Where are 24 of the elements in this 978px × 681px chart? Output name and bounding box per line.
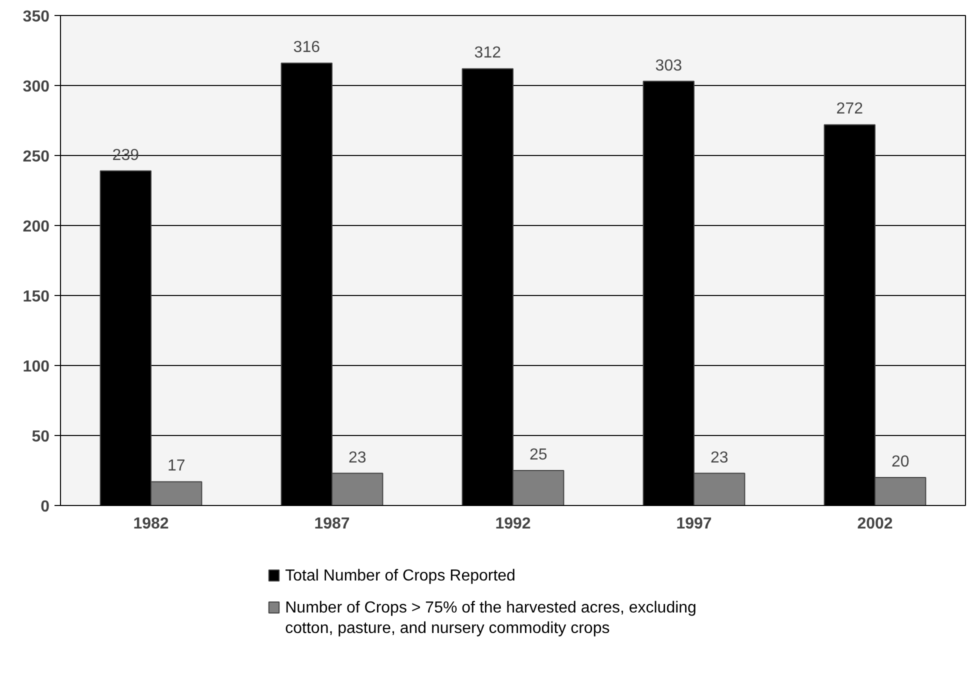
x-tick-label: 1987 [314, 516, 350, 532]
data-label: 312 [474, 44, 502, 62]
data-label: 272 [836, 100, 864, 118]
x-tick-label: 1982 [133, 516, 169, 532]
legend-label: Number of Crops > 75% of the harvested acres, excluding cotton, pasture, and nursery commodity crops [285, 600, 696, 637]
data-label: 20 [891, 454, 910, 470]
y-tick-label: 300 [22, 78, 50, 96]
y-tick-label: 200 [22, 218, 50, 236]
y-tick-label: 350 [22, 8, 50, 26]
y-tick-label: 50 [32, 428, 50, 446]
x-tick-label: 1997 [676, 516, 712, 532]
data-label: 25 [529, 446, 548, 464]
x-tick-label: 1992 [495, 516, 531, 532]
y-tick-label: 100 [22, 358, 50, 376]
y-tick-label: 250 [22, 148, 50, 166]
data-label: 303 [655, 57, 682, 74]
data-label: 23 [710, 449, 728, 466]
y-tick-label: 150 [22, 288, 50, 306]
data-label: 17 [167, 458, 186, 475]
legend-label: Total Number of Crops Reported [285, 568, 516, 584]
x-tick-label: 2002 [857, 516, 893, 532]
y-tick-label: 0 [40, 498, 50, 516]
data-label: 23 [348, 449, 366, 466]
data-label: 316 [293, 39, 320, 56]
